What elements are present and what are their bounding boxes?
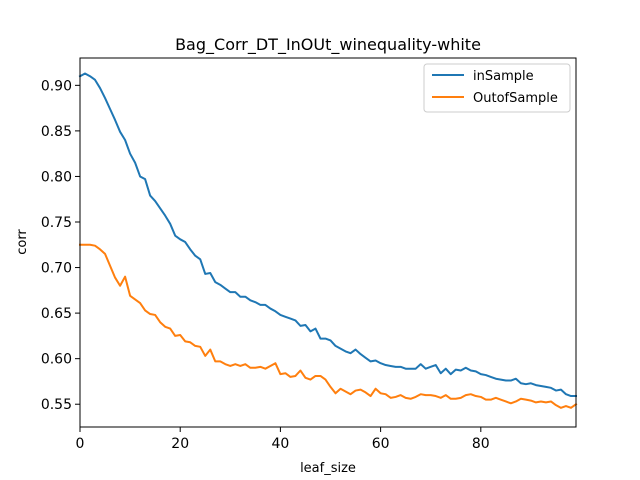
series-line-insample — [78, 72, 577, 398]
legend: inSample OutofSample — [423, 63, 571, 113]
x-tick-label: 40 — [271, 436, 289, 452]
y-tick-label: 0.70 — [41, 261, 72, 277]
x-tick-label: 20 — [171, 436, 189, 452]
x-tick-label: 60 — [372, 436, 390, 452]
y-axis-label: corr — [15, 229, 30, 255]
chart-title: Bag_Corr_DT_InOUt_winequality-white — [175, 35, 481, 55]
x-tick-label: 80 — [472, 436, 490, 452]
y-tick-label: 0.85 — [41, 124, 72, 140]
y-tick-label: 0.90 — [41, 78, 72, 94]
y-tick-label: 0.55 — [41, 397, 72, 413]
plot-area — [78, 72, 578, 409]
legend-label-outofsample: OutofSample — [473, 91, 558, 106]
y-tick-label: 0.75 — [41, 215, 72, 231]
axes-frame — [79, 57, 577, 428]
x-axis-label: leaf_size — [300, 461, 356, 476]
y-tick-label: 0.60 — [41, 352, 72, 368]
y-tick-label: 0.80 — [41, 169, 72, 185]
y-tick-label: 0.65 — [41, 306, 72, 322]
x-tick-label: 0 — [76, 436, 85, 452]
x-axis: 0 20 40 60 80 — [76, 427, 490, 452]
series-line-outofsample — [79, 243, 578, 409]
y-axis: 0.55 0.60 0.65 0.70 0.75 0.80 0.85 0.90 — [41, 78, 80, 413]
legend-label-insample: inSample — [473, 69, 534, 84]
